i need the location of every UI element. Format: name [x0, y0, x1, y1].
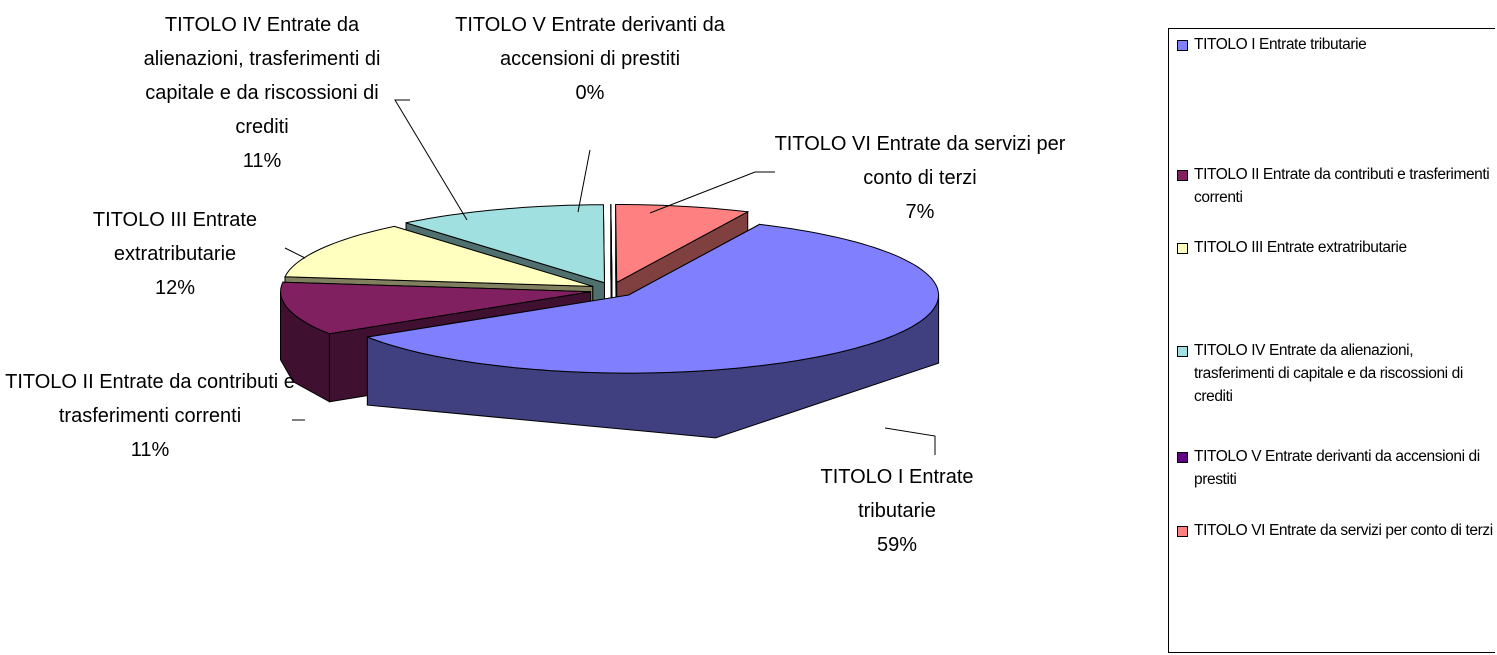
- legend-swatch: [1177, 40, 1188, 51]
- leader-line: [394, 99, 468, 221]
- label-value: 12%: [154, 277, 196, 299]
- leader-line: [577, 149, 591, 213]
- legend-text: TITOLO II Entrate da contributi e trasfe…: [1194, 166, 1490, 206]
- label-category: TITOLO III Entrate extratributarie: [92, 209, 258, 265]
- slice: [615, 204, 750, 284]
- label-value: 59%: [876, 534, 918, 556]
- legend-text: TITOLO VI Entrate da servizi per conto d…: [1194, 522, 1493, 539]
- legend-text: TITOLO I Entrate tributarie: [1194, 36, 1367, 53]
- leader-line: [284, 247, 306, 259]
- slice: [284, 225, 593, 287]
- legend-swatch: [1177, 170, 1188, 181]
- slice: [610, 204, 613, 283]
- data-label: TITOLO V Entrate derivanti da accensioni…: [440, 8, 740, 110]
- label-value: 7%: [905, 201, 935, 223]
- label-value: 0%: [575, 82, 605, 104]
- legend-text: TITOLO IV Entrate da alienazioni, trasfe…: [1194, 342, 1463, 405]
- legend-text: TITOLO V Entrate derivanti da accensioni…: [1194, 448, 1480, 488]
- slice: [405, 204, 605, 284]
- legend-swatch: [1177, 243, 1188, 254]
- legend: TITOLO I Entrate tributarie TITOLO II Ent…: [1168, 28, 1495, 653]
- label-value: 11%: [130, 439, 170, 461]
- data-label: TITOLO VI Entrate da servizi per conto d…: [770, 127, 1070, 229]
- label-category: TITOLO I Entrate tributarie: [820, 466, 974, 522]
- leader-line: [649, 171, 775, 214]
- legend-swatch: [1177, 346, 1188, 357]
- label-category: TITOLO V Entrate derivanti da accensioni…: [455, 14, 725, 70]
- label-category: TITOLO IV Entrate da alienazioni, trasfe…: [143, 14, 381, 138]
- legend-text: TITOLO III Entrate extratributarie: [1194, 239, 1407, 256]
- legend-swatch: [1177, 526, 1188, 537]
- label-category: TITOLO II Entrate da contributi e trasfe…: [5, 371, 295, 427]
- label-value: 11%: [242, 150, 282, 172]
- data-label: TITOLO IV Entrate da alienazioni, trasfe…: [122, 8, 402, 178]
- slice: [280, 281, 591, 335]
- legend-swatch: [1177, 452, 1188, 463]
- data-label: TITOLO III Entrate extratributarie 12%: [55, 203, 295, 305]
- leader-line: [884, 427, 936, 455]
- data-label: TITOLO I Entrate tributarie 59%: [807, 460, 987, 562]
- slice: [365, 223, 940, 374]
- label-category: TITOLO VI Entrate da servizi per conto d…: [774, 133, 1066, 189]
- data-label: TITOLO II Entrate da contributi e trasfe…: [0, 365, 300, 467]
